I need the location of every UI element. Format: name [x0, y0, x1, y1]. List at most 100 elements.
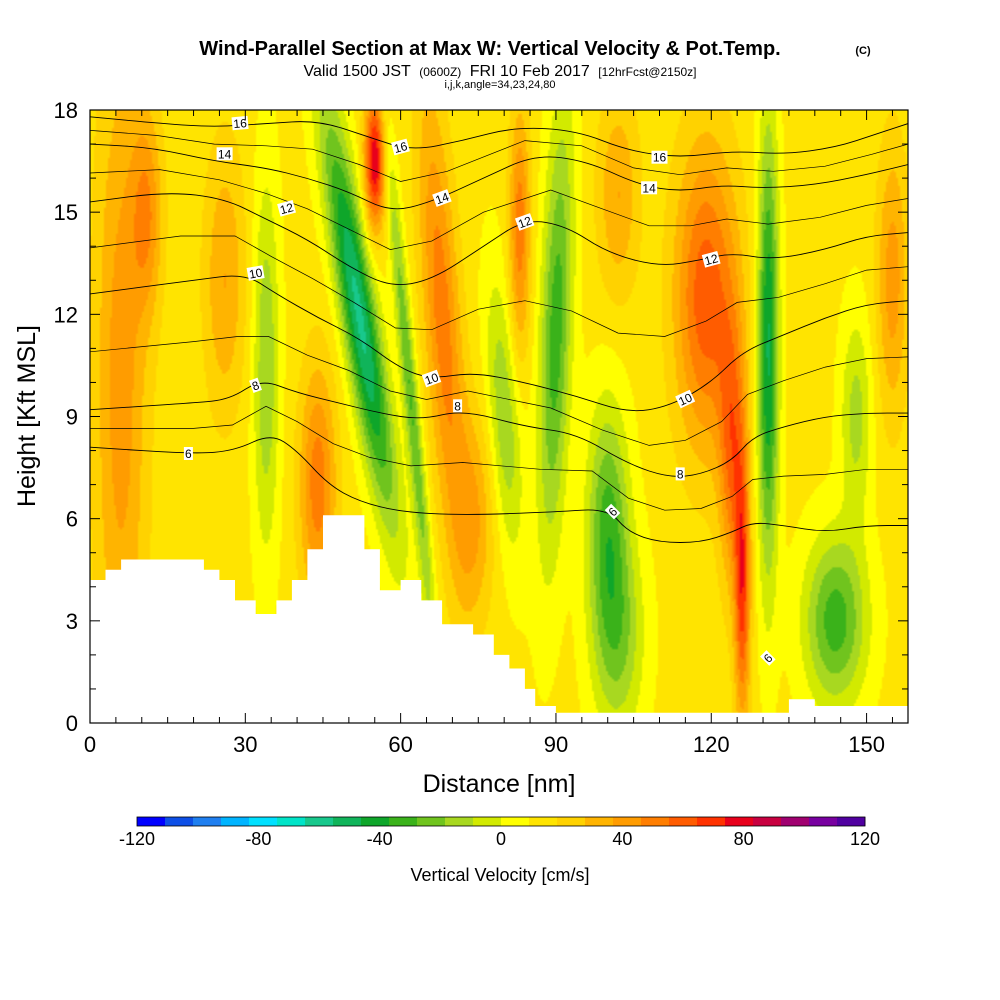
- theta-contour-16: [90, 116, 908, 157]
- valid-utc: (0600Z): [419, 65, 461, 79]
- svg-text:8: 8: [677, 467, 684, 481]
- colorbar-swatch: [585, 817, 614, 826]
- x-axis-label: Distance [nm]: [423, 770, 576, 798]
- colorbar-swatch: [137, 817, 166, 826]
- axis-ticks: 0 30 60 90 120 150 0 3 6 9 12 15 18: [54, 98, 908, 757]
- theta-label: 10: [421, 369, 442, 388]
- colorbar-tick-label: -120: [119, 829, 155, 849]
- theta-contour-10: [90, 275, 908, 412]
- y-tick-label: 15: [54, 200, 78, 225]
- y-tick-label: 0: [66, 711, 78, 736]
- theta-label: 16: [651, 150, 668, 165]
- svg-text:14: 14: [642, 181, 656, 195]
- svg-text:10: 10: [423, 370, 441, 388]
- colorbar-swatch: [557, 817, 586, 826]
- colorbar-swatch: [529, 817, 558, 826]
- theta-contour-6: [90, 437, 908, 543]
- svg-text:10: 10: [676, 390, 694, 408]
- colorbar-swatch: [249, 817, 278, 826]
- y-tick-label: 12: [54, 302, 78, 327]
- svg-text:12: 12: [703, 251, 720, 268]
- svg-text:16: 16: [392, 139, 409, 156]
- colorbar-swatch: [669, 817, 698, 826]
- theta-label: 10: [675, 389, 696, 409]
- colorbar-tick-label: 0: [496, 829, 506, 849]
- svg-text:14: 14: [218, 147, 232, 161]
- theta-contour-8: [90, 382, 908, 477]
- y-tick-label: 6: [66, 507, 78, 532]
- svg-text:8: 8: [250, 378, 261, 394]
- colorbar-tick-label: -80: [245, 829, 271, 849]
- x-tick-label: 150: [848, 732, 885, 757]
- y-axis-label: Height [Kft MSL]: [13, 325, 41, 507]
- colorbar-swatch: [417, 817, 446, 826]
- colorbar-swatch: [809, 817, 838, 826]
- theta-contour-minor: [90, 235, 908, 337]
- svg-text:8: 8: [454, 399, 461, 413]
- grid-params: i,j,k,angle=34,23,24,80: [444, 79, 555, 91]
- colorbar-swatch: [361, 817, 390, 826]
- colorbar-swatch: [641, 817, 670, 826]
- colorbar-swatch: [697, 817, 726, 826]
- theta-label: 6: [183, 447, 193, 461]
- colorbar-tick-label: 80: [734, 829, 754, 849]
- theta-contour-12: [90, 193, 908, 285]
- theta-contour-minor: [90, 169, 908, 250]
- svg-text:12: 12: [278, 200, 295, 217]
- terrain-mask: [90, 515, 908, 723]
- colorbar-swatch: [193, 817, 222, 826]
- colorbar-swatch: [837, 817, 866, 826]
- theta-label: 12: [701, 250, 721, 268]
- svg-text:14: 14: [433, 190, 451, 208]
- colorbar-swatch: [389, 817, 418, 826]
- theta-label: 10: [246, 265, 265, 282]
- colorbar-swatch: [305, 817, 334, 826]
- colorbar-swatch: [221, 817, 250, 826]
- x-tick-label: 60: [388, 732, 412, 757]
- colorbar-tick-label: -40: [367, 829, 393, 849]
- colorbar: -120 -80 -40 0 40 80 120: [119, 816, 880, 849]
- forecast-info: [12hrFcst@2150z]: [598, 65, 696, 79]
- valid-prefix: Valid 1500 JST: [303, 63, 411, 80]
- theta-label: 12: [277, 199, 296, 217]
- colorbar-swatch: [165, 817, 194, 826]
- svg-text:12: 12: [516, 213, 534, 231]
- colorbar-tick-label: 120: [850, 829, 880, 849]
- theta-label: 14: [641, 181, 658, 195]
- theta-contour-14: [90, 143, 908, 210]
- svg-text:16: 16: [233, 116, 248, 131]
- x-tick-label: 90: [544, 732, 568, 757]
- colorbar-title: Vertical Velocity [cm/s]: [410, 865, 589, 885]
- y-tick-label: 9: [66, 405, 78, 430]
- theta-label: 8: [249, 377, 262, 394]
- colorbar-swatch: [725, 817, 754, 826]
- theta-contour-minor: [90, 130, 908, 182]
- theta-label: 16: [391, 138, 410, 156]
- x-tick-label: 120: [693, 732, 730, 757]
- colorbar-swatch: [613, 817, 642, 826]
- colorbar-swatch: [781, 817, 810, 826]
- svg-text:10: 10: [248, 265, 264, 281]
- colorbar-swatch: [473, 817, 502, 826]
- valid-date: FRI 10 Feb 2017: [470, 63, 590, 80]
- colorbar-swatch: [753, 817, 782, 826]
- x-tick-label: 30: [233, 732, 257, 757]
- theta-label: 8: [675, 467, 685, 481]
- valid-time-line: Valid 1500 JST (0600Z) FRI 10 Feb 2017 […: [303, 63, 696, 80]
- potential-temperature-contours: [90, 116, 908, 543]
- colorbar-tick-label: 40: [612, 829, 632, 849]
- colorbar-swatch: [445, 817, 474, 826]
- theta-label: 8: [453, 399, 463, 413]
- colorbar-swatch: [333, 817, 362, 826]
- theta-label: 16: [231, 115, 249, 131]
- theta-label: 14: [216, 147, 233, 161]
- theta-label: 14: [432, 189, 452, 208]
- svg-text:6: 6: [185, 447, 192, 461]
- theta-label: 12: [514, 213, 535, 231]
- y-tick-label: 18: [54, 98, 78, 123]
- x-tick-label: 0: [84, 732, 96, 757]
- theta-contour-minor: [90, 336, 908, 446]
- colorbar-swatch: [277, 817, 306, 826]
